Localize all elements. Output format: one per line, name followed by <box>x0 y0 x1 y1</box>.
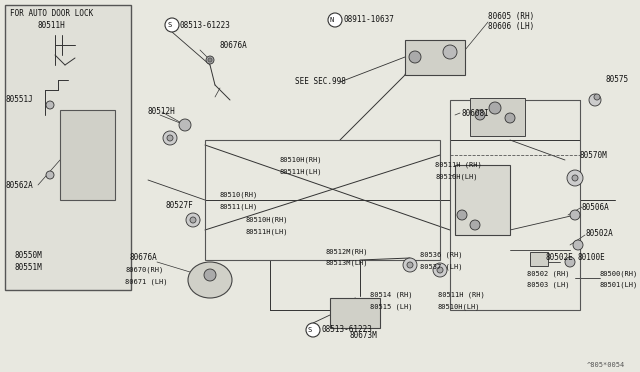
Text: 80608I: 80608I <box>462 109 490 118</box>
Circle shape <box>403 258 417 272</box>
Circle shape <box>163 131 177 145</box>
Text: S: S <box>168 22 172 28</box>
Circle shape <box>186 213 200 227</box>
Text: 80502E: 80502E <box>545 253 573 263</box>
Bar <box>470 98 525 136</box>
Bar <box>450 100 580 310</box>
Text: 80671 (LH): 80671 (LH) <box>125 279 168 285</box>
Text: 80536 (RH): 80536 (RH) <box>420 252 463 258</box>
Circle shape <box>475 110 485 120</box>
Text: 80501(LH): 80501(LH) <box>600 282 638 288</box>
Ellipse shape <box>188 262 232 298</box>
Circle shape <box>190 217 196 223</box>
Text: 80510H(RH): 80510H(RH) <box>245 217 287 223</box>
Bar <box>330 298 380 328</box>
Text: 80515 (LH): 80515 (LH) <box>370 304 413 310</box>
Text: 80550M: 80550M <box>14 250 42 260</box>
Circle shape <box>433 263 447 277</box>
Text: 80537 (LH): 80537 (LH) <box>420 264 463 270</box>
Circle shape <box>46 101 54 109</box>
Text: ^805*0054: ^805*0054 <box>587 362 625 368</box>
Text: 80673M: 80673M <box>350 330 378 340</box>
Bar <box>405 40 465 75</box>
Circle shape <box>570 210 580 220</box>
Bar <box>455 165 510 235</box>
Text: N: N <box>330 17 334 23</box>
Text: 80676A: 80676A <box>130 253 157 263</box>
Circle shape <box>573 240 583 250</box>
Text: 80527F: 80527F <box>165 201 193 209</box>
Circle shape <box>165 18 179 32</box>
Bar <box>60 110 115 200</box>
Text: 80506A: 80506A <box>582 202 610 212</box>
Circle shape <box>489 102 501 114</box>
Text: 80503 (LH): 80503 (LH) <box>527 282 570 288</box>
Text: 80510H(RH): 80510H(RH) <box>280 157 323 163</box>
Text: 80510H(LH): 80510H(LH) <box>438 304 481 310</box>
Circle shape <box>567 170 583 186</box>
Circle shape <box>457 210 467 220</box>
Text: 80511H (RH): 80511H (RH) <box>438 292 484 298</box>
Circle shape <box>46 171 54 179</box>
Circle shape <box>505 113 515 123</box>
Bar <box>530 252 548 266</box>
Circle shape <box>179 119 191 131</box>
Text: 80570M: 80570M <box>580 151 608 160</box>
Circle shape <box>565 257 575 267</box>
Bar <box>205 140 440 260</box>
Text: 80512M(RH): 80512M(RH) <box>325 249 367 255</box>
Text: 80551M: 80551M <box>14 263 42 273</box>
Text: SEE SEC.998: SEE SEC.998 <box>295 77 346 87</box>
Text: 80502 (RH): 80502 (RH) <box>527 271 570 277</box>
Circle shape <box>306 323 320 337</box>
Text: 80500(RH): 80500(RH) <box>600 271 638 277</box>
Text: 80605 (RH): 80605 (RH) <box>488 12 534 20</box>
Text: 80502A: 80502A <box>585 228 612 237</box>
Text: 80670(RH): 80670(RH) <box>125 267 163 273</box>
Text: 08513-61223: 08513-61223 <box>322 326 373 334</box>
Text: 80562A: 80562A <box>5 180 33 189</box>
Circle shape <box>167 135 173 141</box>
Text: 80511H (RH): 80511H (RH) <box>435 162 482 168</box>
Circle shape <box>208 58 212 62</box>
Circle shape <box>470 220 480 230</box>
Text: 80514 (RH): 80514 (RH) <box>370 292 413 298</box>
Text: 80512H: 80512H <box>148 108 176 116</box>
Circle shape <box>594 94 600 100</box>
Text: 80575: 80575 <box>605 76 628 84</box>
Circle shape <box>409 51 421 63</box>
Text: 80513M(LH): 80513M(LH) <box>325 260 367 266</box>
Circle shape <box>407 262 413 268</box>
Circle shape <box>443 45 457 59</box>
Bar <box>5 5 131 290</box>
Text: 80511(LH): 80511(LH) <box>220 204 259 210</box>
Text: 08911-10637: 08911-10637 <box>344 16 395 25</box>
Circle shape <box>328 13 342 27</box>
Text: S: S <box>308 327 312 333</box>
Text: 80511H(LH): 80511H(LH) <box>245 229 287 235</box>
Text: 80511H: 80511H <box>38 22 66 31</box>
Circle shape <box>572 175 578 181</box>
Text: 80510(RH): 80510(RH) <box>220 192 259 198</box>
Text: 80676A: 80676A <box>220 41 248 49</box>
Circle shape <box>437 267 443 273</box>
Text: 80606 (LH): 80606 (LH) <box>488 22 534 32</box>
Text: FOR AUTO DOOR LOCK: FOR AUTO DOOR LOCK <box>10 10 93 19</box>
Text: 80510H(LH): 80510H(LH) <box>435 174 477 180</box>
Text: 80511H(LH): 80511H(LH) <box>280 169 323 175</box>
Circle shape <box>204 269 216 281</box>
Text: 80551J: 80551J <box>5 96 33 105</box>
Circle shape <box>589 94 601 106</box>
Circle shape <box>206 56 214 64</box>
Text: 80100E: 80100E <box>577 253 605 263</box>
Text: 08513-61223: 08513-61223 <box>180 20 231 29</box>
